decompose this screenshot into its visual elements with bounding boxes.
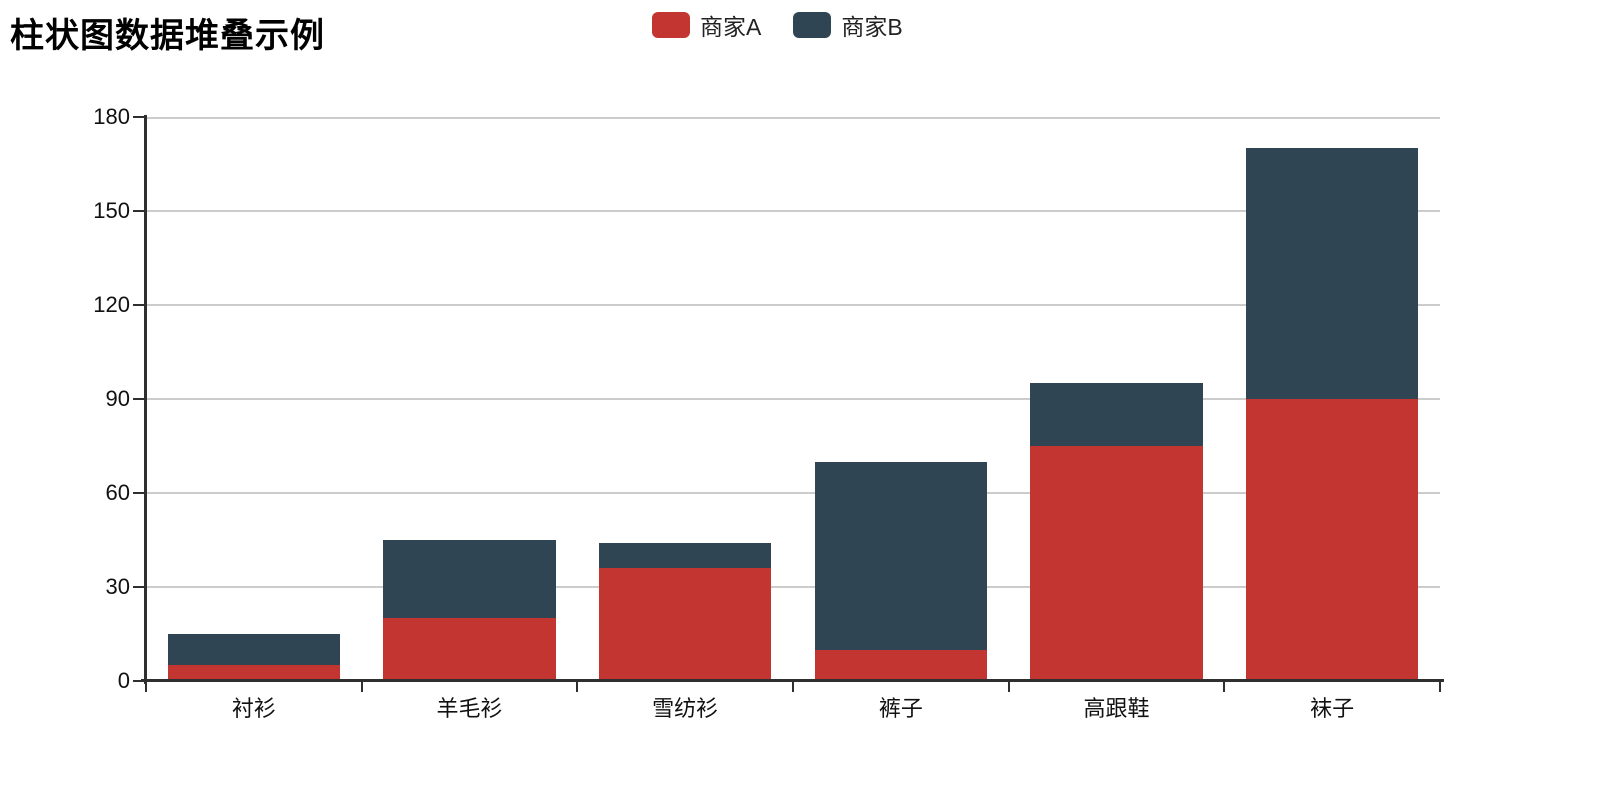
x-axis-line: [141, 679, 1444, 682]
legend-item-1[interactable]: 商家B: [793, 8, 903, 42]
bar-segment-series1-cat1[interactable]: [383, 540, 556, 619]
y-axis-tick-mark: [133, 680, 144, 682]
chart-title: 柱状图数据堆叠示例: [10, 17, 325, 55]
legend-label: 商家B: [841, 14, 903, 40]
y-axis-tick-mark: [133, 210, 144, 212]
bar-segment-series1-cat4[interactable]: [1030, 383, 1203, 446]
y-axis-tick-mark: [133, 398, 144, 400]
y-axis-tick-label: 30: [105, 574, 130, 599]
x-axis-category-label: 裤子: [878, 696, 923, 721]
y-axis-tick-label: 150: [93, 198, 130, 223]
y-axis-tick-mark: [133, 116, 144, 118]
bar-segment-series1-cat3[interactable]: [814, 461, 988, 650]
bar-segment-series0-cat0[interactable]: [167, 665, 341, 681]
x-axis-tick-mark: [145, 682, 147, 692]
x-axis-tick-mark: [1223, 682, 1226, 692]
gridline: [146, 210, 1440, 212]
y-axis-tick-label: 180: [93, 104, 130, 129]
y-axis-tick-mark: [133, 586, 144, 588]
bar-segment-series0-cat4[interactable]: [1030, 446, 1203, 681]
x-axis-category-label: 衬衫: [231, 696, 276, 721]
legend-item-0[interactable]: 商家A: [652, 8, 761, 42]
bar-segment-series1-cat0[interactable]: [167, 634, 341, 666]
legend: 商家A 商家B: [652, 8, 903, 42]
x-axis-labels: 衬衫 羊毛衫 雪纺衫 裤子 高跟鞋 袜子: [146, 691, 1440, 727]
x-axis-tick-mark: [1439, 682, 1441, 692]
y-axis-tick-mark: [133, 304, 144, 306]
plot-area: [146, 117, 1440, 681]
x-axis-tick-mark: [576, 682, 579, 692]
gridline: [146, 492, 1440, 494]
gridline: [146, 398, 1440, 400]
x-axis-category-label: 羊毛衫: [436, 696, 503, 721]
y-axis-tick-label: 90: [105, 386, 130, 411]
legend-swatch-icon: [652, 12, 690, 38]
y-axis-tick-label: 0: [117, 668, 130, 693]
x-axis-category-label: 高跟鞋: [1083, 696, 1150, 721]
bar-segment-series0-cat3[interactable]: [814, 649, 988, 681]
bar-segment-series0-cat2[interactable]: [598, 568, 772, 681]
bar-segment-series1-cat5[interactable]: [1245, 148, 1419, 399]
x-axis-tick-mark: [1007, 682, 1010, 692]
y-axis-labels: 0 30 60 90 120 150 180: [0, 104, 130, 693]
x-axis-tick-mark: [360, 682, 363, 692]
bar-segment-series1-cat2[interactable]: [598, 543, 772, 569]
x-axis-tick-mark: [792, 682, 794, 692]
y-axis-tick-label: 120: [93, 292, 130, 317]
bar-segment-series0-cat1[interactable]: [383, 618, 556, 681]
legend-label: 商家A: [700, 14, 762, 40]
x-axis-category-label: 袜子: [1310, 696, 1355, 721]
y-axis-tick-mark: [133, 492, 144, 494]
gridline: [146, 586, 1440, 588]
gridline: [146, 304, 1440, 306]
legend-swatch-icon: [793, 12, 832, 38]
bar-segment-series0-cat5[interactable]: [1245, 399, 1419, 681]
y-axis-tick-label: 60: [105, 480, 130, 505]
gridline: [146, 117, 1440, 119]
y-axis-line: [144, 115, 147, 684]
x-axis-category-label: 雪纺衫: [652, 696, 719, 721]
